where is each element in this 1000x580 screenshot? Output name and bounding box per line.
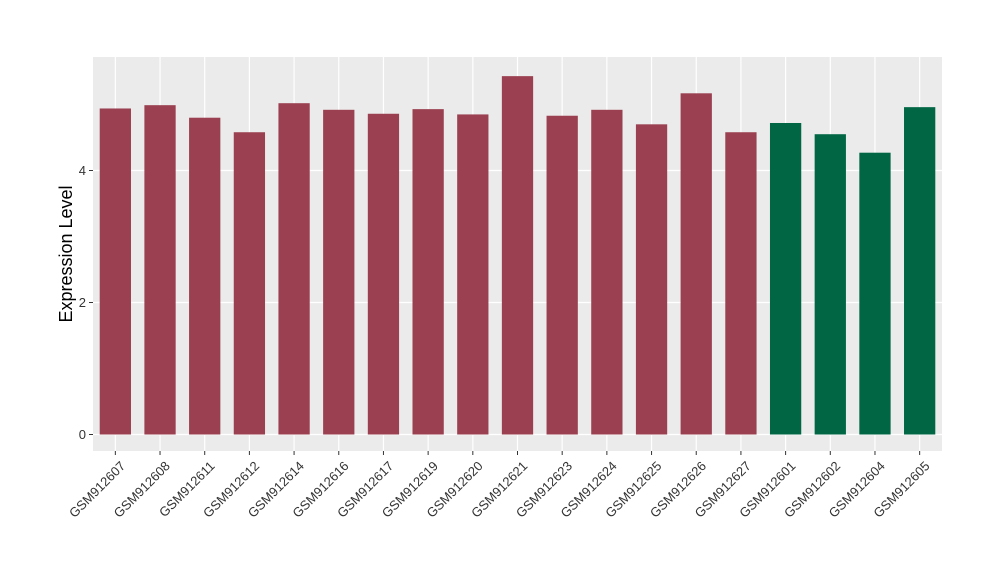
- bar-gsm912627: [725, 132, 757, 435]
- y-tick-label: 0: [79, 427, 86, 442]
- bar-gsm912601: [769, 122, 802, 435]
- bar-gsm912604: [859, 152, 891, 435]
- bar-gsm912620: [457, 114, 489, 435]
- bar-gsm912602: [814, 134, 846, 435]
- bar-gsm912617: [367, 113, 400, 435]
- y-tick-label: 2: [79, 295, 86, 310]
- bar-gsm912616: [323, 109, 355, 435]
- bar-gsm912624: [591, 109, 623, 435]
- bar-gsm912625: [635, 124, 668, 435]
- bar-gsm912605: [904, 107, 936, 435]
- bar-gsm912614: [278, 103, 310, 435]
- bar-gsm912612: [233, 132, 266, 435]
- bar-gsm912626: [680, 93, 712, 435]
- bar-gsm912608: [144, 105, 176, 435]
- bar-gsm912619: [412, 109, 444, 435]
- y-axis-title: Expression Level: [56, 185, 76, 322]
- bars: [99, 76, 936, 435]
- bar-gsm912607: [99, 108, 131, 435]
- bar-gsm912611: [189, 117, 221, 435]
- bar-gsm912623: [546, 115, 578, 435]
- y-tick-label: 4: [79, 163, 86, 178]
- bar-gsm912621: [501, 76, 534, 435]
